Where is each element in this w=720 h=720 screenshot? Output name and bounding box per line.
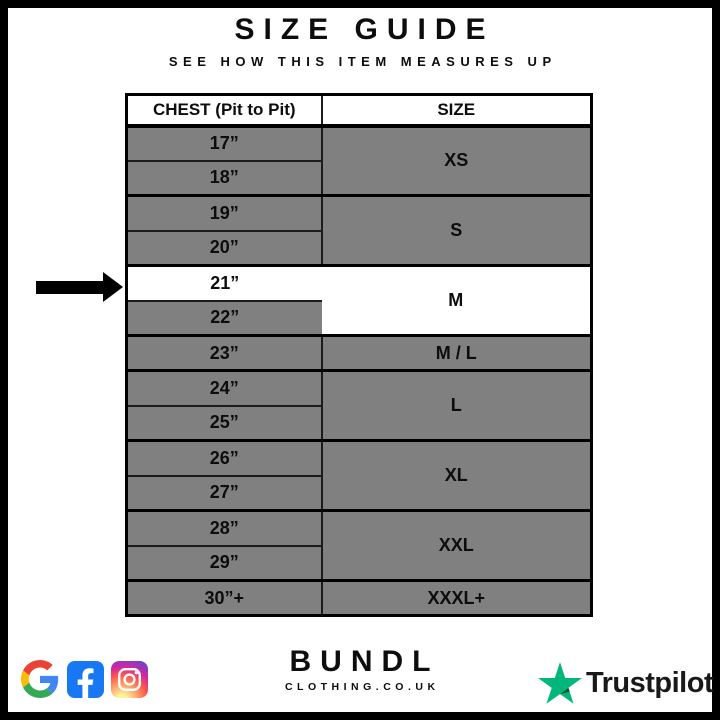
chest-cell: 30”+	[125, 579, 323, 617]
table-row: 30”+ XXXL+	[125, 579, 593, 617]
brand-logo: BUNDL CLOTHING.CO.UK	[0, 646, 720, 693]
size-cell: XS	[320, 124, 593, 197]
chest-cell: 18”	[125, 159, 323, 197]
table-row: 20”	[125, 229, 592, 267]
table-row: 29”	[125, 544, 592, 582]
table-row: 19” S	[125, 194, 593, 267]
size-column-header: SIZE	[320, 93, 593, 128]
chest-cell: 20”	[125, 229, 323, 267]
table-row: 26” XL	[125, 439, 593, 512]
facebook-icon[interactable]	[67, 661, 104, 698]
table-row: 22”	[125, 299, 592, 337]
chest-cell: 24”	[125, 369, 323, 407]
table-row: 28” XXL	[125, 509, 593, 582]
chest-cell: 29”	[125, 544, 323, 582]
chest-cell: 26”	[125, 439, 323, 477]
size-guide-table: CHEST (Pit to Pit) SIZE 17” XS 18” 19” S…	[125, 93, 593, 617]
highlighted-table-row: 21” M	[125, 264, 593, 337]
highlight-arrow-icon	[36, 272, 123, 303]
table-row: 27”	[125, 474, 592, 512]
chest-cell: 23”	[125, 334, 323, 372]
highlighted-size-cell: M	[321, 264, 593, 337]
table-row: 24” L	[125, 369, 593, 442]
google-icon[interactable]	[21, 660, 59, 698]
size-cell: S	[320, 194, 593, 267]
size-cell: XXXL+	[320, 579, 593, 617]
table-header-row: CHEST (Pit to Pit) SIZE	[125, 93, 593, 128]
arrow-head	[103, 272, 123, 302]
brand-domain: CLOTHING.CO.UK	[284, 680, 440, 693]
table-row: 23” M / L	[125, 334, 593, 372]
size-cell: L	[320, 369, 593, 442]
table-row: 25”	[125, 404, 592, 442]
chest-column-header: CHEST (Pit to Pit)	[125, 93, 323, 128]
chest-cell: 27”	[125, 474, 323, 512]
table-row: 18”	[125, 159, 592, 197]
page-subtitle: SEE HOW THIS ITEM MEASURES UP	[168, 54, 557, 69]
size-cell: M / L	[320, 334, 593, 372]
instagram-icon[interactable]	[111, 661, 148, 698]
trustpilot-label: Trustpilot	[586, 666, 714, 699]
chest-cell: 19”	[125, 194, 323, 232]
trustpilot-logo[interactable]: Trustpilot	[538, 660, 714, 706]
arrow-shaft	[36, 281, 104, 294]
chest-cell: 28”	[125, 509, 323, 547]
chest-cell: 25”	[125, 404, 323, 442]
trustpilot-star-icon	[538, 662, 582, 704]
size-cell: XL	[320, 439, 593, 512]
table-row: 17” XS	[125, 124, 593, 197]
highlighted-chest-cell: 21”	[125, 264, 323, 302]
chest-cell: 17”	[125, 124, 323, 162]
brand-name: BUNDL	[289, 645, 440, 678]
size-cell: XXL	[320, 509, 593, 582]
page-title: SIZE GUIDE	[234, 13, 495, 46]
chest-cell: 22”	[125, 299, 323, 337]
